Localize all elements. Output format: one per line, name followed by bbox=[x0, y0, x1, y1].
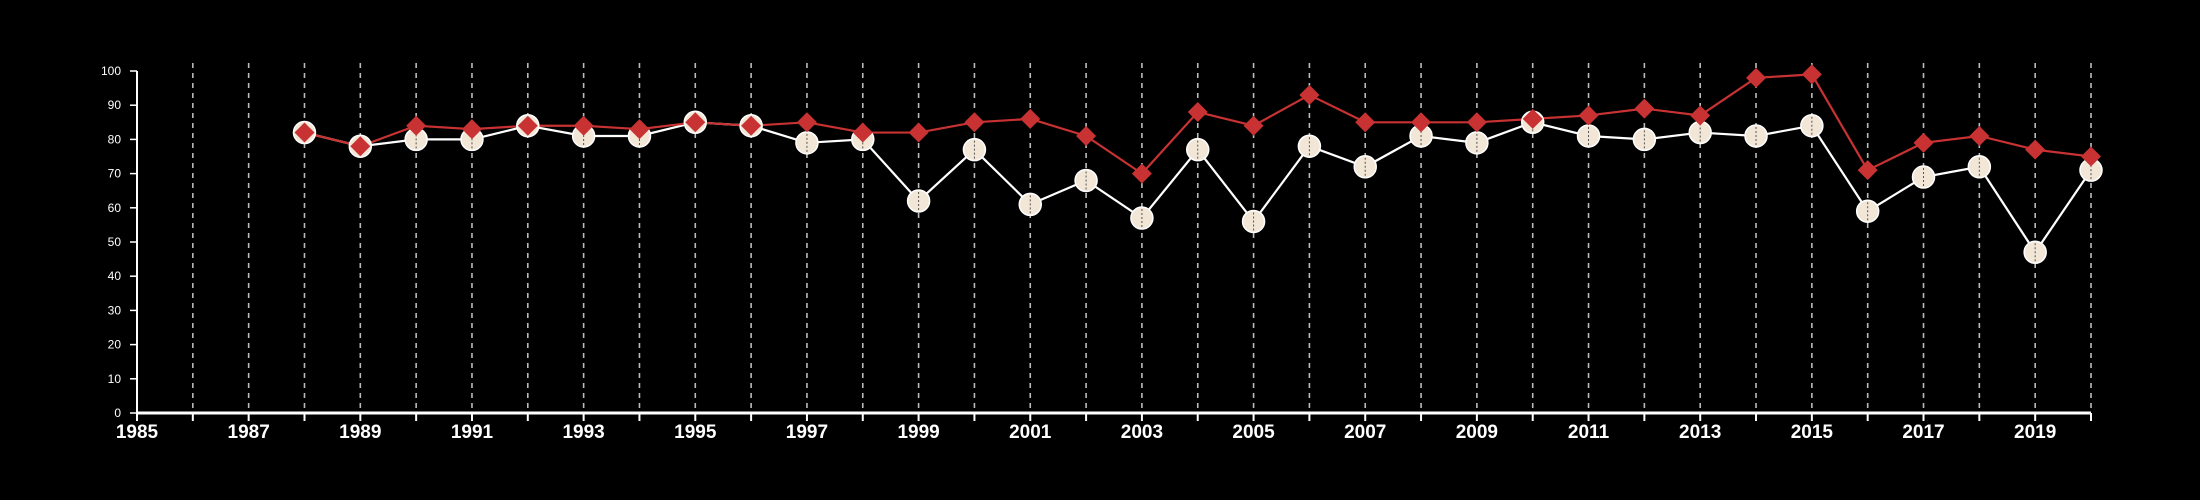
x-tick-label: 2011 bbox=[1568, 422, 1610, 443]
x-tick-label: 2005 bbox=[1232, 422, 1275, 443]
series-a-point bbox=[1967, 155, 1992, 179]
series-a-point bbox=[1018, 192, 1043, 217]
series-a-point bbox=[1855, 199, 1880, 223]
series-b-marker bbox=[1913, 132, 1934, 153]
series-a-point bbox=[1744, 124, 1768, 148]
series-b-marker bbox=[1801, 64, 1822, 85]
series-b-marker bbox=[796, 112, 817, 133]
series-b-marker bbox=[406, 115, 427, 136]
x-tick-label: 2015 bbox=[1791, 422, 1834, 443]
series-b-marker bbox=[1746, 67, 1767, 88]
x-tick-label: 1987 bbox=[228, 422, 270, 443]
series-group bbox=[292, 64, 2103, 265]
x-tick-label: 2007 bbox=[1344, 422, 1386, 443]
y-tick-label: 100 bbox=[101, 64, 121, 78]
series-b-marker bbox=[573, 115, 594, 136]
x-tick-label: 1985 bbox=[116, 422, 159, 443]
series-b-marker bbox=[908, 122, 929, 143]
series-a-point bbox=[1576, 124, 1601, 148]
series-b-marker bbox=[1857, 160, 1878, 181]
series-b-marker bbox=[629, 119, 650, 140]
series-a-point bbox=[1130, 206, 1154, 230]
series-a-point bbox=[906, 189, 931, 213]
series-a-point bbox=[2023, 240, 2047, 265]
series-b-marker bbox=[741, 115, 762, 136]
series-b-marker bbox=[517, 115, 538, 136]
series-a-point bbox=[1465, 131, 1489, 155]
series-b-marker bbox=[294, 122, 315, 143]
y-tick-label: 60 bbox=[108, 201, 122, 215]
series-b-marker bbox=[350, 136, 371, 157]
x-tick-label: 1995 bbox=[674, 422, 717, 443]
series-b-marker bbox=[1355, 112, 1376, 133]
series-b-marker bbox=[1131, 163, 1152, 184]
x-tick-label: 1997 bbox=[786, 422, 828, 443]
x-tick-label: 2009 bbox=[1456, 422, 1498, 443]
series-b-marker bbox=[1634, 98, 1655, 119]
x-tick-label: 2017 bbox=[1902, 422, 1944, 443]
series-b-marker bbox=[1969, 125, 1990, 146]
x-tick-label: 2013 bbox=[1679, 422, 1721, 443]
y-tick-label: 80 bbox=[108, 132, 122, 146]
series-b-marker bbox=[461, 119, 482, 140]
y-tick-label: 0 bbox=[114, 406, 121, 420]
series-a-point bbox=[1241, 209, 1266, 234]
x-tick-label: 2003 bbox=[1121, 422, 1163, 443]
series-b-marker bbox=[1411, 112, 1432, 133]
series-a-point bbox=[1074, 168, 1098, 193]
series-b-marker bbox=[1299, 84, 1320, 105]
series-b-marker bbox=[1466, 112, 1487, 133]
y-tick-label: 90 bbox=[108, 98, 122, 112]
y-tick-label: 40 bbox=[108, 269, 122, 283]
y-tick-label: 50 bbox=[108, 235, 122, 249]
series-a-point bbox=[1185, 137, 1210, 162]
axes: 0 10 20 30 40 50 60 70 80 90 100 1985 1987 1989 1991 19… bbox=[101, 64, 2092, 443]
series-a-point bbox=[1297, 134, 1322, 158]
x-tick-label: 2019 bbox=[2014, 422, 2056, 443]
x-tick-label: 1993 bbox=[562, 422, 604, 443]
series-a-point bbox=[962, 137, 987, 162]
series-b-marker bbox=[1578, 105, 1599, 126]
series-b-marker bbox=[1076, 125, 1097, 146]
y-tick-label: 20 bbox=[108, 338, 122, 352]
series-b-marker bbox=[1522, 108, 1543, 129]
y-tick-label: 10 bbox=[108, 372, 122, 386]
y-tick-label: 70 bbox=[108, 167, 122, 181]
series-b-marker bbox=[964, 112, 985, 133]
series-a-point bbox=[1911, 165, 1936, 189]
series-b-marker bbox=[2025, 139, 2046, 160]
x-tick-label: 1989 bbox=[339, 422, 381, 443]
series-a-point bbox=[1353, 155, 1377, 179]
series-b-marker bbox=[1243, 115, 1264, 136]
series-b-marker bbox=[2081, 146, 2101, 167]
series-b-marker bbox=[1020, 108, 1041, 129]
series-a-point bbox=[1632, 127, 1657, 152]
x-tick-label: 2001 bbox=[1009, 422, 1052, 443]
gridlines bbox=[192, 63, 2092, 413]
x-tick-label: 1999 bbox=[897, 422, 939, 443]
series-a-point bbox=[1800, 113, 1824, 138]
series-b-marker bbox=[685, 112, 706, 133]
series-a-point bbox=[795, 131, 819, 155]
series-b-marker bbox=[852, 122, 873, 143]
series-b-marker bbox=[1690, 105, 1711, 126]
series-b-marker bbox=[1187, 102, 1208, 123]
x-tick-label: 1991 bbox=[451, 422, 494, 443]
y-tick-label: 30 bbox=[108, 303, 122, 317]
